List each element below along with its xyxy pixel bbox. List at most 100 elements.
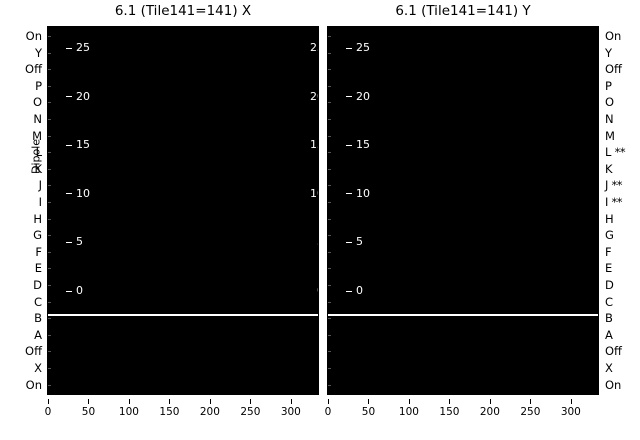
- dipole-row-name: I: [605, 195, 609, 209]
- dipole-row-label: I: [38, 195, 42, 209]
- inner-y-tick-value: 20: [76, 89, 90, 103]
- x-tick-mark: [530, 399, 532, 404]
- dipole-row-label: J **: [605, 178, 623, 193]
- inner-y-tick-value: 5: [356, 235, 363, 249]
- dipole-row-label: B: [34, 311, 42, 326]
- dipole-row-label: A: [34, 327, 42, 342]
- y-spine-tick: [48, 86, 51, 87]
- y-spine-tick: [328, 285, 331, 286]
- dipole-row-label: G: [33, 228, 42, 243]
- inner-y-tick-value: 15: [76, 138, 90, 152]
- y-spine-tick: [48, 335, 51, 336]
- inner-y-tick-label: 20: [346, 91, 370, 102]
- inner-y-tick-label: 25: [66, 42, 90, 53]
- x-tick-label: 300: [280, 406, 301, 418]
- inner-y-tick-label-right: 25: [310, 41, 318, 54]
- y-spine-tick: [48, 219, 51, 220]
- x-tick-label: 250: [520, 406, 541, 418]
- dipole-row-label: I **: [605, 195, 623, 209]
- x-tick-mark: [449, 399, 451, 404]
- panel-separator-line: [328, 314, 598, 316]
- dipole-row-label: M: [32, 128, 42, 143]
- y-spine-tick: [48, 268, 51, 269]
- x-tick-label: 300: [560, 406, 581, 418]
- dipole-row-label: K: [605, 161, 613, 176]
- y-spine-tick: [48, 252, 51, 253]
- inner-y-tick-label: 5: [346, 236, 363, 247]
- dipole-row-label: On: [25, 29, 42, 43]
- tick-dash-icon: [346, 242, 353, 243]
- y-spine-tick: [48, 102, 51, 103]
- y-spine-tick: [328, 219, 331, 220]
- inner-y-tick-value: 15: [356, 138, 370, 152]
- inner-y-tick-value: 20: [356, 89, 370, 103]
- inner-y-tick-value: 5: [76, 235, 83, 249]
- dipole-row-label: E: [605, 261, 613, 276]
- dipole-row-label: On: [605, 29, 622, 43]
- dipole-row-label: K: [34, 161, 42, 176]
- x-tick-label: 100: [118, 406, 139, 418]
- panel-title-y: 6.1 (Tile141=141) Y: [395, 3, 531, 19]
- dipole-row-label: E: [34, 261, 42, 276]
- dipole-row-label: C: [33, 294, 42, 309]
- inner-y-tick-label: 25: [346, 42, 370, 53]
- dipole-row-label: F: [605, 244, 612, 259]
- y-spine-tick: [328, 86, 331, 87]
- inner-y-tick-value: 25: [356, 41, 370, 54]
- y-spine-tick: [48, 169, 51, 170]
- flag-marker: **: [608, 178, 623, 193]
- dipole-row-label: On: [605, 377, 622, 392]
- dipole-row-label: H: [33, 211, 42, 226]
- plot-panel-x[interactable]: 25 20 15 10 5 0 25 20 15 10 5 0: [47, 26, 319, 395]
- dipole-row-label: M: [605, 128, 615, 143]
- dipole-row-label: N: [605, 112, 614, 126]
- x-tick-mark: [489, 399, 491, 404]
- dipole-row-label: C: [605, 294, 614, 309]
- y-spine-tick: [48, 136, 51, 137]
- plot-panel-y[interactable]: 25 20 15 10 5 0: [327, 26, 599, 395]
- inner-y-tick-label-right: 20: [310, 89, 318, 103]
- dipole-row-label: N: [33, 112, 42, 126]
- x-tick-label: 200: [479, 406, 500, 418]
- y-spine-tick: [48, 53, 51, 54]
- inner-y-tick-value: 10: [76, 186, 90, 200]
- y-spine-tick: [48, 385, 51, 386]
- inner-y-tick-label: 10: [346, 188, 370, 199]
- dipole-row-label: Off: [25, 344, 42, 359]
- dipole-row-label: L **: [605, 145, 626, 160]
- y-spine-tick: [48, 185, 51, 186]
- inner-y-tick-label-right: 10: [310, 186, 318, 200]
- dipole-row-label: L: [35, 145, 42, 160]
- y-spine-tick: [328, 185, 331, 186]
- x-tick-mark: [169, 399, 171, 404]
- dipole-row-label: O: [605, 95, 615, 110]
- dipole-row-label: On: [25, 377, 42, 392]
- tick-dash-icon: [66, 193, 73, 194]
- dipole-row-label: J: [38, 178, 42, 193]
- tick-dash-icon: [346, 193, 353, 194]
- dipole-row-label: X: [605, 361, 613, 375]
- tick-dash-icon: [66, 96, 73, 97]
- tick-dash-icon: [346, 96, 353, 97]
- x-tick-mark: [368, 399, 370, 404]
- dipole-row-label: B: [605, 311, 613, 326]
- x-tick-mark: [328, 399, 329, 404]
- x-tick-mark: [290, 399, 292, 404]
- panel-separator-line: [48, 314, 318, 316]
- tick-dash-icon: [66, 145, 73, 146]
- tick-dash-icon: [346, 145, 353, 146]
- dipole-row-label: X: [34, 361, 42, 375]
- x-tick-label: 50: [81, 406, 96, 418]
- inner-y-tick-value: 25: [76, 41, 90, 54]
- x-tick-mark: [570, 399, 572, 404]
- inner-y-tick-label-right: 5: [317, 236, 318, 247]
- x-axis-panel-x: 0 50 100 150 200 250 300: [45, 395, 319, 435]
- row-labels-left: On Y Off P O N M L K J I H G F E D C B A Off X On: [0, 26, 44, 395]
- dipole-row-name: L: [605, 145, 612, 160]
- tick-dash-icon: [66, 48, 73, 49]
- dipole-row-label: Y: [34, 45, 42, 60]
- y-spine-tick: [328, 368, 331, 369]
- x-tick-mark: [88, 399, 90, 404]
- y-spine-tick: [328, 119, 331, 120]
